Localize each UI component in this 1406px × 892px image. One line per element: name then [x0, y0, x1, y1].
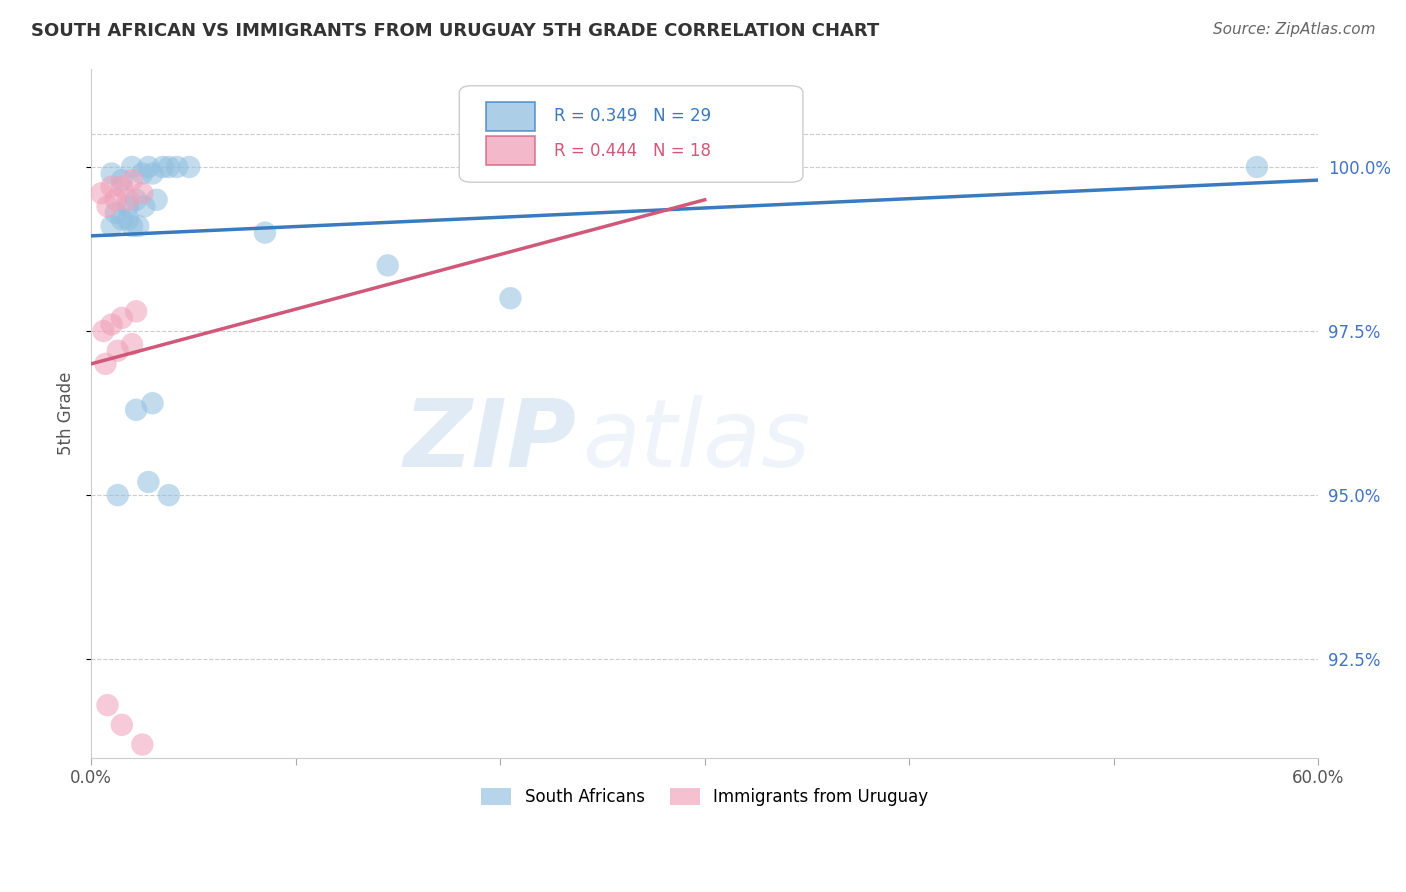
Text: ZIP: ZIP — [404, 394, 576, 487]
Text: R = 0.349   N = 29: R = 0.349 N = 29 — [554, 107, 711, 125]
Text: SOUTH AFRICAN VS IMMIGRANTS FROM URUGUAY 5TH GRADE CORRELATION CHART: SOUTH AFRICAN VS IMMIGRANTS FROM URUGUAY… — [31, 22, 879, 40]
Point — [377, 259, 399, 273]
Point — [152, 160, 174, 174]
Text: R = 0.444   N = 18: R = 0.444 N = 18 — [554, 142, 711, 160]
Point — [134, 199, 156, 213]
Point — [1246, 160, 1268, 174]
Point — [125, 193, 148, 207]
Point — [100, 167, 122, 181]
Point — [117, 193, 139, 207]
Y-axis label: 5th Grade: 5th Grade — [58, 371, 75, 455]
Point — [100, 318, 122, 332]
Point — [125, 402, 148, 417]
Point — [121, 219, 143, 233]
Point — [121, 173, 143, 187]
Point — [111, 718, 134, 732]
Text: atlas: atlas — [582, 395, 810, 486]
Point — [111, 212, 134, 227]
Point — [111, 179, 134, 194]
Point — [121, 337, 143, 351]
Point — [131, 186, 153, 201]
Point — [100, 219, 122, 233]
FancyBboxPatch shape — [460, 86, 803, 182]
Point — [253, 226, 276, 240]
Point — [107, 343, 129, 358]
Point — [94, 357, 117, 371]
FancyBboxPatch shape — [486, 136, 536, 165]
Point — [179, 160, 201, 174]
Point — [499, 291, 522, 305]
Point — [117, 212, 139, 227]
Point — [100, 179, 122, 194]
Point — [93, 324, 115, 338]
Point — [111, 310, 134, 325]
Point — [138, 475, 160, 489]
Point — [141, 396, 163, 410]
Point — [104, 193, 127, 207]
Text: Source: ZipAtlas.com: Source: ZipAtlas.com — [1212, 22, 1375, 37]
Point — [96, 199, 118, 213]
Point — [96, 698, 118, 713]
Point — [157, 160, 180, 174]
FancyBboxPatch shape — [486, 102, 536, 130]
Point — [131, 167, 153, 181]
Point — [131, 738, 153, 752]
Point — [127, 219, 149, 233]
Point — [166, 160, 188, 174]
Point — [138, 160, 160, 174]
Point — [121, 160, 143, 174]
Point — [117, 199, 139, 213]
Legend: South Africans, Immigrants from Uruguay: South Africans, Immigrants from Uruguay — [472, 780, 936, 814]
Point — [157, 488, 180, 502]
Point — [90, 186, 112, 201]
Point — [104, 206, 127, 220]
Point — [145, 193, 167, 207]
Point — [107, 488, 129, 502]
Point — [111, 173, 134, 187]
Point — [141, 167, 163, 181]
Point — [125, 304, 148, 318]
